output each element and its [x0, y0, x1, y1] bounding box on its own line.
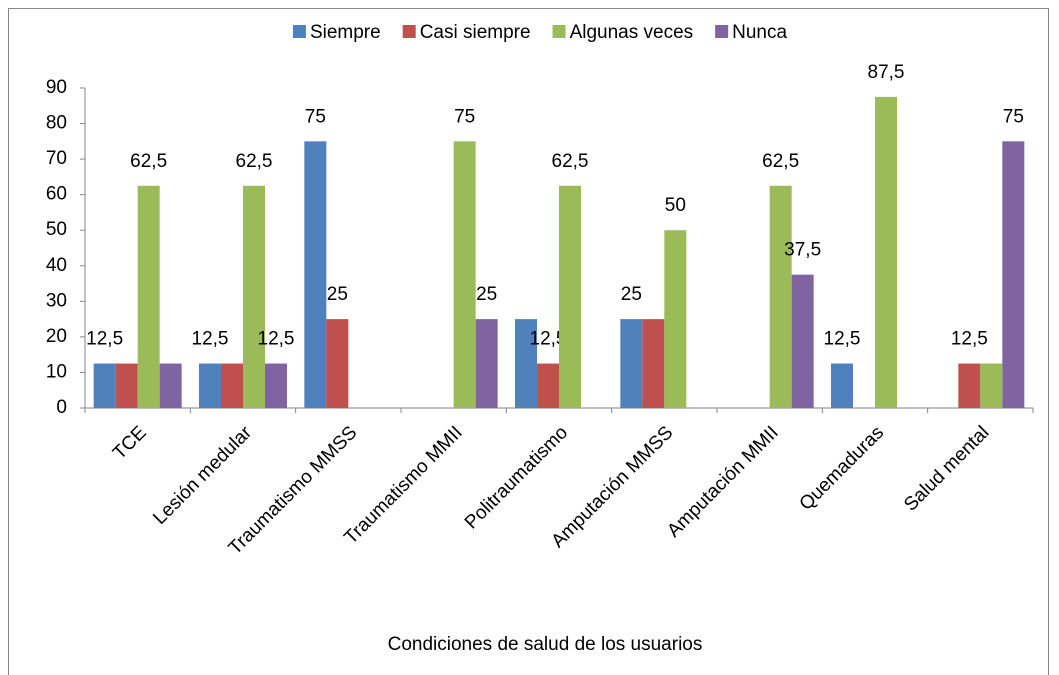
bar — [243, 185, 265, 408]
y-tick-label: 70 — [46, 148, 67, 169]
y-tick-label: 60 — [46, 184, 67, 205]
data-label: 12,5 — [824, 329, 861, 350]
y-tick-label: 40 — [46, 255, 67, 276]
legend-swatch — [402, 25, 416, 38]
bar — [93, 363, 116, 408]
bar — [831, 363, 853, 408]
bar — [769, 185, 792, 408]
bar — [642, 319, 665, 408]
legend-label: Casi siempre — [420, 22, 531, 43]
bar — [304, 141, 327, 409]
bar — [1002, 141, 1025, 409]
data-label: 12,5 — [192, 329, 229, 350]
data-label: 62,5 — [552, 151, 589, 172]
bar — [980, 363, 1003, 408]
bar — [159, 363, 182, 408]
bar — [791, 274, 814, 408]
legend-label: Nunca — [732, 22, 787, 43]
y-tick-label: 90 — [46, 77, 67, 98]
legend-swatch — [292, 25, 306, 38]
bar — [875, 96, 897, 408]
data-label: 87,5 — [868, 62, 905, 83]
bar — [326, 319, 349, 408]
legend-label: Algunas veces — [570, 22, 694, 43]
bar — [265, 363, 287, 408]
y-tick-label: 30 — [46, 290, 67, 311]
bar — [515, 319, 537, 408]
y-tick-label: 10 — [46, 361, 67, 382]
y-tick-label: 80 — [46, 113, 67, 134]
bar — [199, 363, 221, 408]
bar — [137, 185, 160, 408]
data-label: 62,5 — [130, 151, 167, 172]
legend-label: Siempre — [310, 22, 381, 43]
legend-swatch — [552, 25, 566, 38]
bar — [537, 363, 559, 408]
data-label: 62,5 — [762, 151, 799, 172]
data-label: 12,5 — [530, 329, 567, 350]
data-label: 75 — [1003, 106, 1024, 127]
bar — [620, 319, 643, 408]
bar — [115, 363, 138, 408]
data-label: 37,5 — [784, 240, 821, 261]
bar — [475, 319, 498, 408]
bar — [221, 363, 243, 408]
y-tick-label: 50 — [46, 219, 67, 240]
bar — [559, 185, 581, 408]
data-label: 12,5 — [86, 329, 123, 350]
data-label: 25 — [621, 284, 642, 305]
bar — [958, 363, 981, 408]
y-tick-label: 0 — [56, 397, 67, 418]
bar — [453, 141, 476, 409]
bar — [664, 230, 687, 408]
x-axis-title: Condiciones de salud de los usuarios — [388, 634, 703, 655]
y-tick-label: 20 — [46, 326, 67, 347]
data-label: 62,5 — [236, 151, 273, 172]
data-label: 25 — [476, 284, 497, 305]
data-label: 75 — [305, 106, 326, 127]
data-label: 25 — [327, 284, 348, 305]
data-label: 50 — [665, 195, 686, 216]
data-label: 75 — [454, 106, 475, 127]
legend-swatch — [715, 25, 729, 38]
data-label: 12,5 — [258, 329, 295, 350]
data-label: 12,5 — [951, 329, 988, 350]
